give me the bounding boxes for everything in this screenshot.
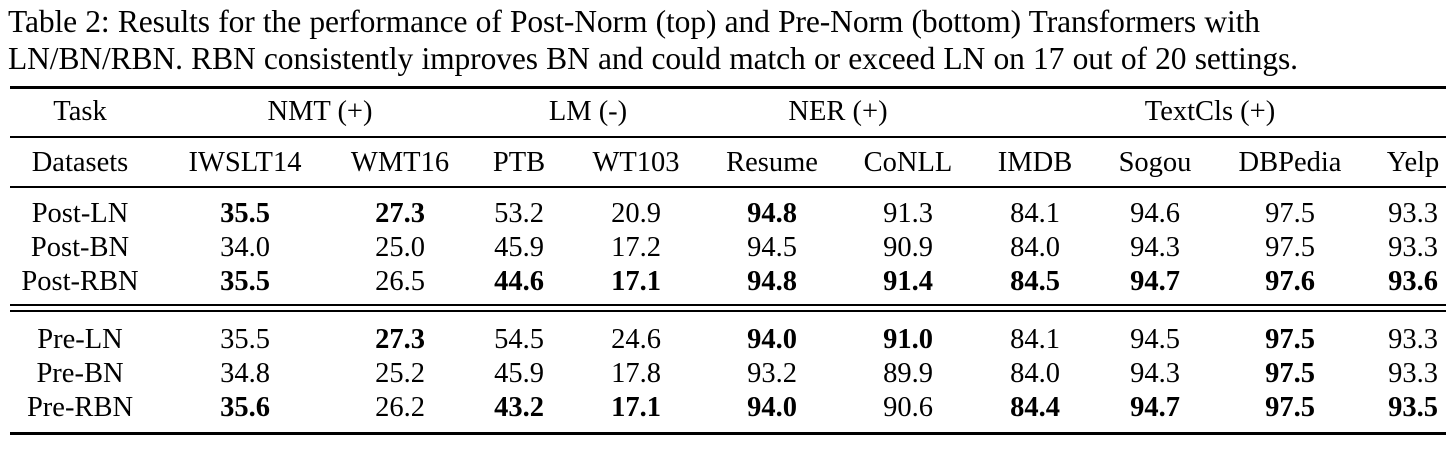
table-cell: 45.9 xyxy=(494,232,544,263)
bottom-rule xyxy=(10,432,1446,435)
table-cell: 93.5 xyxy=(1388,392,1438,423)
group-textcls: TextCls (+) xyxy=(1144,96,1276,127)
datasets-label: Datasets xyxy=(31,147,129,178)
dataset-header: Sogou xyxy=(1118,147,1192,178)
table-cell: 26.2 xyxy=(375,392,425,423)
table-cell: 93.6 xyxy=(1388,266,1438,297)
table-cell: 93.3 xyxy=(1388,198,1438,229)
section-rule-bottom xyxy=(10,310,1446,312)
table-cell: 20.9 xyxy=(611,198,661,229)
row-label: Pre-RBN xyxy=(26,392,134,423)
dataset-header: IWSLT14 xyxy=(188,147,302,178)
row-label: Post-BN xyxy=(30,232,130,263)
table-cell: 25.0 xyxy=(375,232,425,263)
table-cell: 27.3 xyxy=(375,198,425,229)
caption-line-1: Table 2: Results for the performance of … xyxy=(8,4,1260,39)
dataset-header: WMT16 xyxy=(350,147,450,178)
table-cell: 89.9 xyxy=(883,358,933,389)
table-cell: 97.6 xyxy=(1265,266,1315,297)
table-cell: 97.5 xyxy=(1265,392,1315,423)
table-cell: 17.8 xyxy=(611,358,661,389)
row-label: Pre-BN xyxy=(36,358,124,389)
table-cell: 94.0 xyxy=(747,392,797,423)
table-cell: 97.5 xyxy=(1265,198,1315,229)
table-cell: 17.1 xyxy=(611,266,661,297)
table-cell: 94.7 xyxy=(1130,266,1180,297)
table-cell: 94.6 xyxy=(1130,198,1180,229)
table-cell: 90.9 xyxy=(883,232,933,263)
table-cell: 35.5 xyxy=(220,324,270,355)
table-cell: 27.3 xyxy=(375,324,425,355)
dataset-header: WT103 xyxy=(592,147,680,178)
table-cell: 35.5 xyxy=(220,266,270,297)
row-label: Pre-LN xyxy=(37,324,123,355)
table-caption: Table 2: Results for the performance of … xyxy=(8,3,1452,77)
table-cell: 17.1 xyxy=(611,392,661,423)
table-cell: 93.3 xyxy=(1388,358,1438,389)
table-cell: 84.5 xyxy=(1010,266,1060,297)
table-cell: 91.0 xyxy=(883,324,933,355)
group-lm: LM (-) xyxy=(548,96,628,127)
table-cell: 25.2 xyxy=(375,358,425,389)
section-rule-top xyxy=(10,304,1446,306)
caption-line-2: LN/BN/RBN. RBN consistently improves BN … xyxy=(8,41,1298,76)
table-cell: 91.3 xyxy=(883,198,933,229)
table-cell: 94.7 xyxy=(1130,392,1180,423)
table-cell: 43.2 xyxy=(494,392,544,423)
table-cell: 94.0 xyxy=(747,324,797,355)
table-cell: 97.5 xyxy=(1265,324,1315,355)
table-cell: 94.5 xyxy=(747,232,797,263)
table-cell: 53.2 xyxy=(494,198,544,229)
datasets-rule xyxy=(10,186,1446,188)
dataset-header: DBPedia xyxy=(1238,147,1342,178)
task-label: Task xyxy=(53,96,107,127)
dataset-header: Resume xyxy=(726,147,818,178)
table-cell: 45.9 xyxy=(494,358,544,389)
table-cell: 93.2 xyxy=(747,358,797,389)
dataset-header: IMDB xyxy=(997,147,1073,178)
dataset-header: Yelp xyxy=(1386,147,1440,178)
table-cell: 94.8 xyxy=(747,198,797,229)
header-rule xyxy=(10,136,1446,138)
table-cell: 26.5 xyxy=(375,266,425,297)
dataset-header: PTB xyxy=(492,147,546,178)
table-cell: 94.3 xyxy=(1130,232,1180,263)
table-cell: 84.1 xyxy=(1010,198,1060,229)
table-cell: 84.0 xyxy=(1010,232,1060,263)
table-cell: 84.0 xyxy=(1010,358,1060,389)
row-label: Post-LN xyxy=(31,198,129,229)
table-cell: 93.3 xyxy=(1388,232,1438,263)
row-label: Post-RBN xyxy=(21,266,139,297)
table-cell: 97.5 xyxy=(1265,232,1315,263)
table-cell: 90.6 xyxy=(883,392,933,423)
table-cell: 93.3 xyxy=(1388,324,1438,355)
table-cell: 54.5 xyxy=(494,324,544,355)
table-cell: 34.8 xyxy=(220,358,270,389)
table-cell: 97.5 xyxy=(1265,358,1315,389)
table-cell: 34.0 xyxy=(220,232,270,263)
table-cell: 94.8 xyxy=(747,266,797,297)
table-cell: 24.6 xyxy=(611,324,661,355)
table-cell: 94.3 xyxy=(1130,358,1180,389)
group-ner: NER (+) xyxy=(788,96,888,127)
table-cell: 94.5 xyxy=(1130,324,1180,355)
table-cell: 17.2 xyxy=(611,232,661,263)
group-nmt: NMT (+) xyxy=(267,96,373,127)
table-cell: 35.5 xyxy=(220,198,270,229)
table-cell: 91.4 xyxy=(883,266,933,297)
table-cell: 84.1 xyxy=(1010,324,1060,355)
dataset-header: CoNLL xyxy=(863,147,953,178)
table-cell: 44.6 xyxy=(494,266,544,297)
table-cell: 84.4 xyxy=(1010,392,1060,423)
top-rule xyxy=(10,86,1446,89)
table-cell: 35.6 xyxy=(220,392,270,423)
